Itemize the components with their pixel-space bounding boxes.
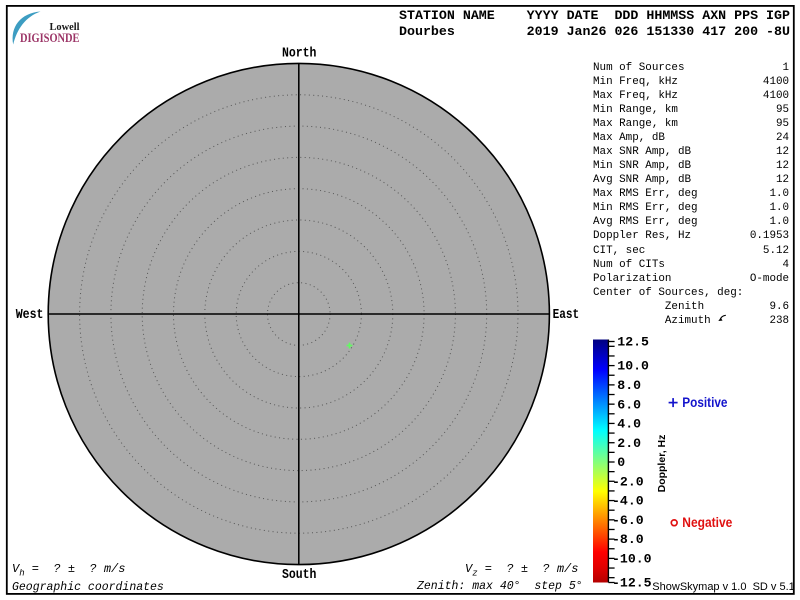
svg-text:Positive: Positive [682,395,728,410]
svg-text:East: East [553,308,580,323]
svg-text:North: North [282,46,317,61]
svg-text:-4.0: -4.0 [612,494,644,509]
svg-text:DIGISONDE: DIGISONDE [20,31,80,45]
svg-text:0: 0 [617,455,625,470]
svg-text:Doppler, Hz: Doppler, Hz [656,435,668,493]
svg-text:-10.0: -10.0 [612,552,652,567]
svg-text:-2.0: -2.0 [612,474,644,489]
svg-text:6.0: 6.0 [617,397,641,412]
svg-text:10.0: 10.0 [617,359,649,374]
svg-text:4.0: 4.0 [617,417,641,432]
svg-text:2.0: 2.0 [617,436,641,451]
svg-text:West: West [16,308,44,323]
svg-text:8.0: 8.0 [617,378,641,393]
svg-text:Negative: Negative [682,515,732,530]
svg-text:Lowell: Lowell [50,21,80,33]
svg-text:12.5: 12.5 [617,335,649,350]
svg-text:-12.5: -12.5 [612,576,652,591]
svg-text:-8.0: -8.0 [612,532,644,547]
svg-text:-6.0: -6.0 [612,513,644,528]
svg-text:South: South [282,568,317,583]
